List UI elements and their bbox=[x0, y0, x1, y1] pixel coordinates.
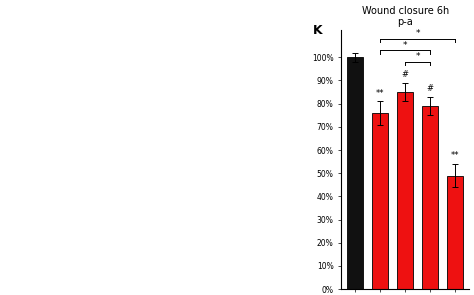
Text: *: * bbox=[416, 29, 420, 38]
Text: *: * bbox=[403, 41, 408, 50]
Bar bbox=[347, 57, 364, 289]
Title: Wound closure 6h
p-a: Wound closure 6h p-a bbox=[362, 6, 449, 27]
Text: K: K bbox=[313, 24, 322, 37]
Text: **: ** bbox=[451, 151, 460, 160]
Bar bbox=[397, 92, 413, 289]
Text: *: * bbox=[416, 52, 420, 61]
Text: **: ** bbox=[376, 89, 384, 98]
Text: #: # bbox=[402, 70, 409, 79]
Text: #: # bbox=[427, 84, 434, 93]
Bar bbox=[422, 106, 438, 289]
Bar bbox=[447, 176, 464, 289]
Bar bbox=[372, 113, 388, 289]
